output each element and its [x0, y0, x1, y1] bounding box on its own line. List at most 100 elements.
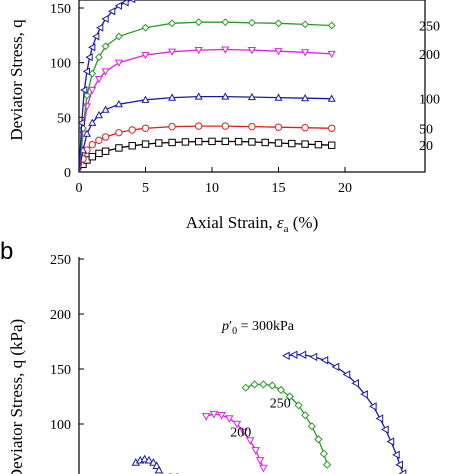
data-point — [268, 381, 277, 390]
series-label-50: 50 — [419, 122, 433, 137]
series-label-100: 100 — [419, 93, 440, 108]
data-point — [331, 362, 340, 372]
data-point — [307, 422, 316, 431]
data-point — [168, 138, 176, 147]
data-point — [144, 455, 154, 464]
data-point — [301, 411, 310, 420]
data-point — [274, 139, 283, 147]
data-point — [101, 147, 110, 155]
panel-b-ylabel: Deviator Stress, q (kPa) — [7, 319, 26, 474]
data-point — [95, 149, 103, 158]
data-point — [327, 21, 336, 30]
data-point — [94, 76, 103, 84]
data-point — [248, 138, 256, 146]
series-line-200 — [206, 413, 264, 469]
data-point — [398, 469, 407, 474]
data-point — [247, 47, 256, 55]
data-point — [301, 140, 309, 148]
data-point — [294, 401, 303, 410]
data-point — [88, 86, 97, 95]
data-point — [140, 454, 149, 463]
data-point — [259, 464, 268, 473]
data-point — [221, 137, 230, 146]
data-point — [101, 14, 109, 23]
data-point — [250, 380, 259, 389]
data-point — [141, 23, 150, 32]
data-point — [128, 142, 136, 150]
x-tick-label: 15 — [272, 181, 286, 196]
series-label-250: 250 — [419, 19, 440, 34]
data-point — [115, 144, 123, 152]
data-point — [108, 7, 116, 16]
series-label-250: 250 — [270, 397, 291, 412]
data-point — [234, 137, 243, 146]
data-point — [94, 110, 103, 119]
data-point — [314, 140, 323, 149]
series-label-20: 20 — [419, 139, 433, 154]
data-point — [101, 68, 110, 76]
data-point — [301, 20, 310, 29]
x-tick-label: 0 — [76, 181, 83, 196]
data-point — [208, 137, 216, 146]
y-tick-label: 150 — [50, 2, 71, 17]
series-label-100: 100 — [160, 472, 181, 474]
data-point — [274, 123, 283, 131]
panel-b: b 100 150 200 250 250 200 100 p′0 = 300kPa De… — [0, 238, 407, 474]
data-point — [274, 48, 283, 56]
series-line-300 — [79, 0, 133, 172]
data-point — [221, 46, 230, 54]
data-point — [386, 437, 395, 446]
data-point — [282, 351, 290, 361]
data-point — [360, 390, 368, 399]
data-point — [168, 93, 177, 101]
data-point — [88, 118, 97, 126]
data-point — [79, 118, 85, 127]
data-point — [168, 122, 176, 131]
data-point — [247, 92, 256, 101]
data-point — [323, 460, 332, 469]
y-tick-label: 100 — [50, 418, 71, 433]
data-point — [92, 32, 100, 41]
data-point — [221, 92, 230, 100]
data-point — [95, 53, 103, 62]
data-point — [327, 50, 336, 59]
data-point — [141, 95, 150, 103]
data-point — [368, 402, 377, 411]
data-point — [88, 152, 96, 161]
data-point — [276, 385, 286, 395]
data-point — [181, 138, 190, 146]
data-point — [195, 122, 203, 130]
panel-a-frame — [78, 0, 426, 173]
data-point — [251, 447, 260, 455]
panel-b-label: b — [0, 238, 13, 265]
data-point — [289, 350, 298, 359]
series-line-300 — [286, 354, 404, 474]
data-point — [121, 0, 129, 7]
panel-a-ylabel: Deviator Stress, q — [7, 19, 26, 141]
data-point — [301, 124, 309, 132]
data-point — [194, 92, 203, 100]
data-point — [85, 53, 93, 62]
data-point — [195, 137, 203, 146]
panel-a-xlabel: Axial Strain, εa (%) — [186, 213, 318, 235]
data-point — [101, 105, 110, 113]
data-point — [194, 18, 203, 27]
data-point — [168, 48, 177, 56]
series-label-200: 200 — [230, 425, 251, 440]
data-point — [114, 99, 123, 108]
data-point — [88, 69, 97, 78]
panel-a: 0 50 100 150 0 5 10 15 20 250 200 100 50 20 Axial S… — [7, 0, 440, 235]
data-point — [298, 350, 307, 359]
data-point — [82, 67, 91, 76]
data-point — [101, 42, 110, 51]
data-point — [101, 133, 110, 141]
data-point — [319, 449, 329, 458]
series-line-200 — [79, 48, 332, 172]
y-tick-label: 100 — [50, 57, 71, 72]
data-point — [392, 450, 400, 460]
data-point — [239, 428, 248, 437]
y-tick-label: 0 — [64, 166, 71, 181]
data-point — [375, 414, 384, 423]
data-point — [351, 379, 360, 388]
data-point — [168, 19, 177, 28]
